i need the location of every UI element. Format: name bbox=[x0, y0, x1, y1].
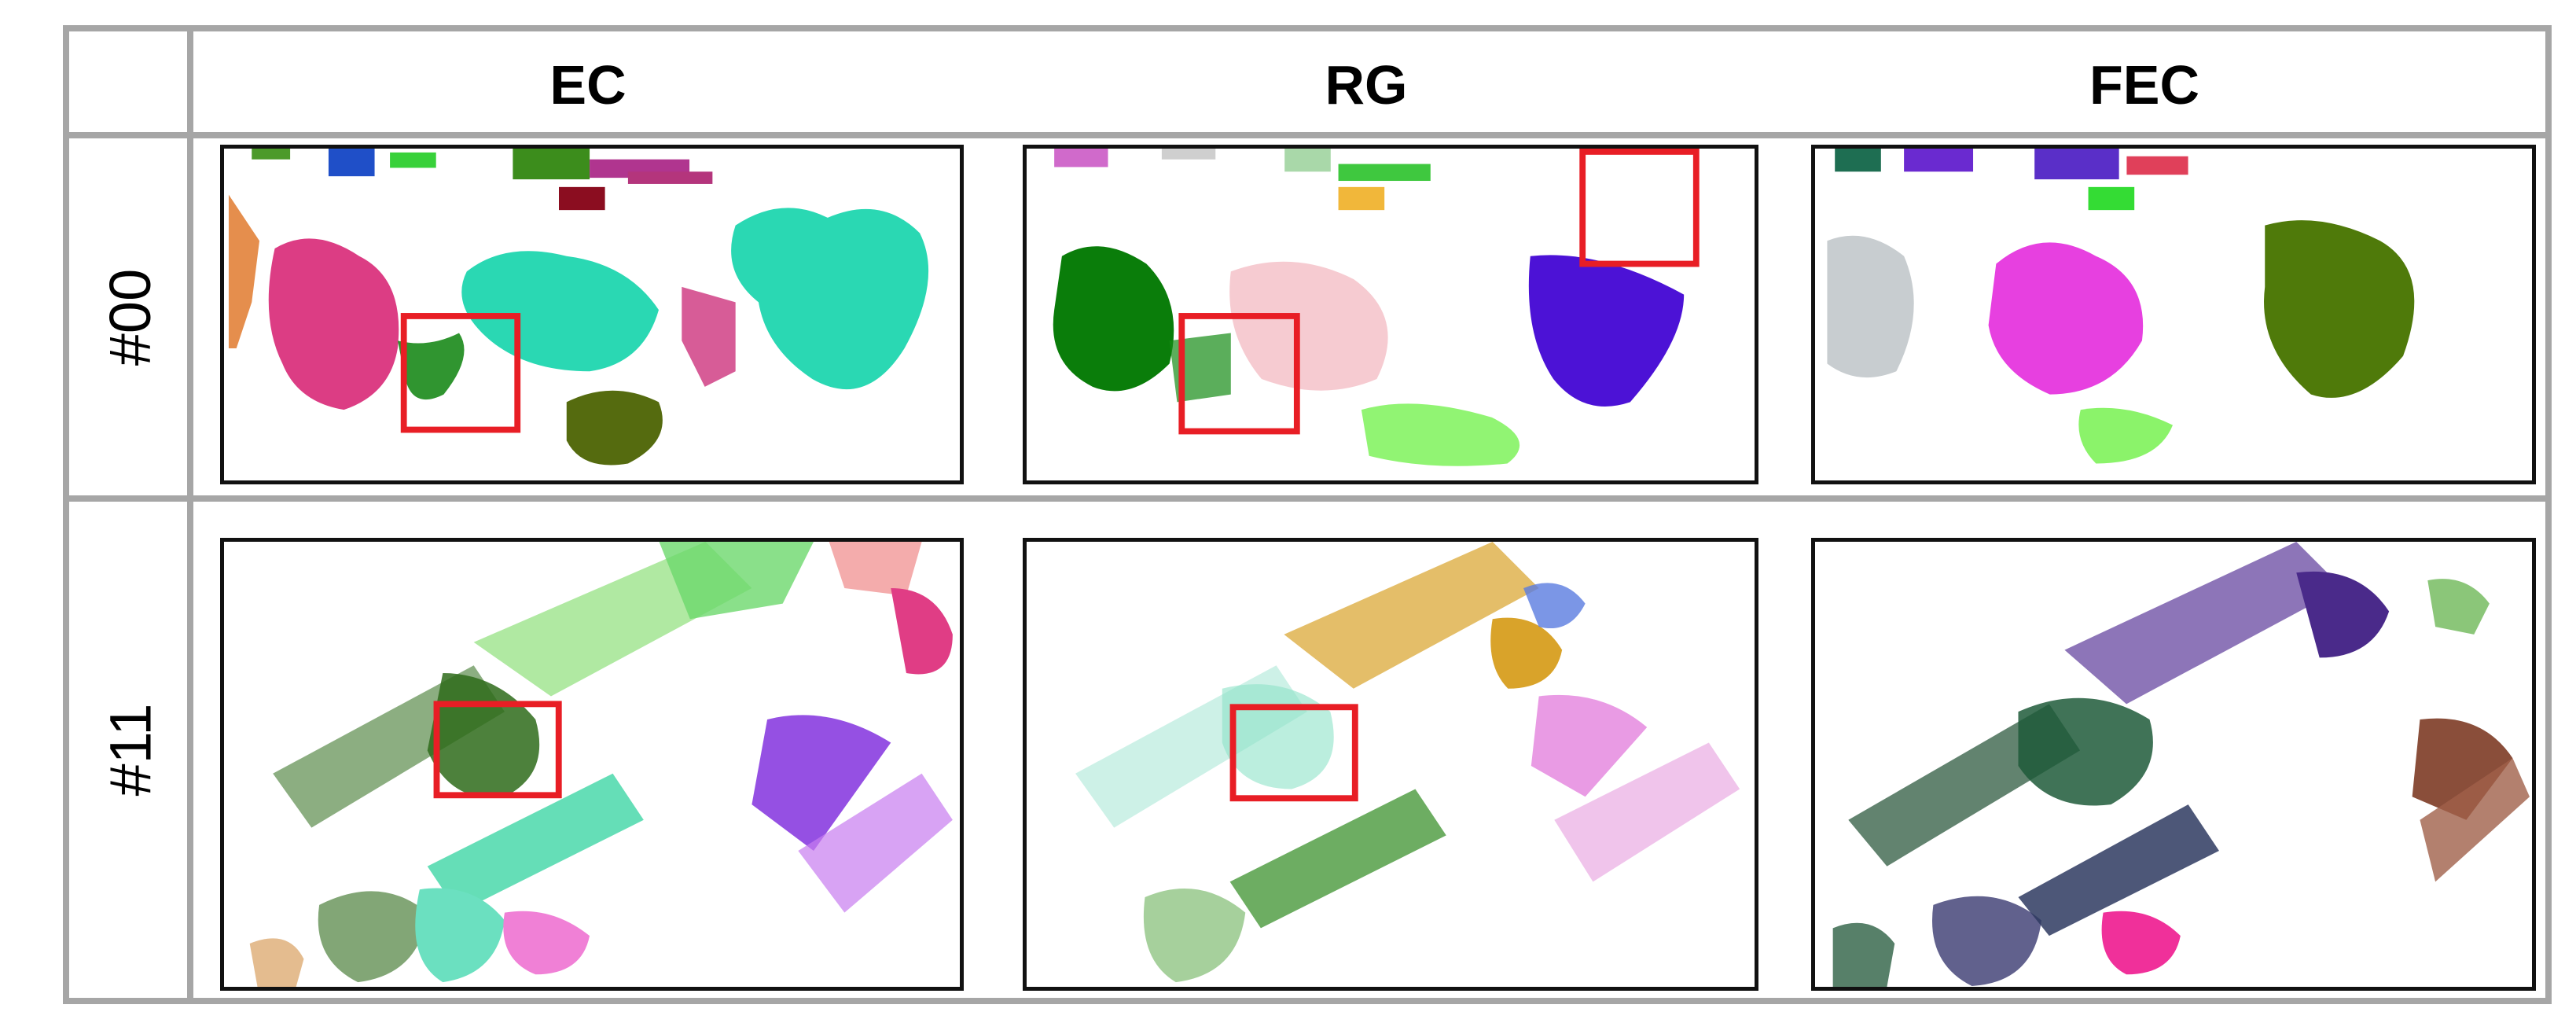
panel-00-ec bbox=[220, 145, 964, 484]
highlight-box bbox=[1229, 704, 1358, 802]
panel-00-rg bbox=[1023, 145, 1758, 484]
results-table: EC RG FEC #00 #11 bbox=[63, 25, 2552, 1004]
highlight-box bbox=[1178, 313, 1300, 435]
point-cloud-00-rg bbox=[1053, 149, 1700, 466]
highlight-box bbox=[433, 701, 562, 799]
row-header-divider bbox=[187, 31, 193, 998]
row-label-00: #00 bbox=[97, 268, 164, 366]
highlight-box bbox=[400, 313, 521, 433]
row-header-00: #00 bbox=[75, 138, 186, 495]
row-header-11: #11 bbox=[75, 502, 186, 998]
point-cloud-11-ec bbox=[249, 542, 953, 987]
point-cloud-00-ec bbox=[228, 149, 929, 465]
row-label-11: #11 bbox=[97, 703, 164, 797]
row-divider bbox=[69, 495, 2545, 502]
panel-11-ec bbox=[220, 538, 964, 991]
header-divider bbox=[69, 132, 2545, 138]
column-header-ec: EC bbox=[549, 54, 627, 116]
highlight-box bbox=[1579, 149, 1700, 267]
panel-00-fec bbox=[1811, 145, 2536, 484]
point-cloud-00-fec bbox=[1827, 149, 2415, 464]
panel-11-rg bbox=[1023, 538, 1758, 991]
point-cloud-11-fec bbox=[1832, 542, 2530, 987]
column-header-fec: FEC bbox=[2089, 54, 2199, 116]
point-cloud-11-rg bbox=[1075, 542, 1740, 983]
column-header-rg: RG bbox=[1325, 54, 1408, 116]
panel-11-fec bbox=[1811, 538, 2536, 991]
